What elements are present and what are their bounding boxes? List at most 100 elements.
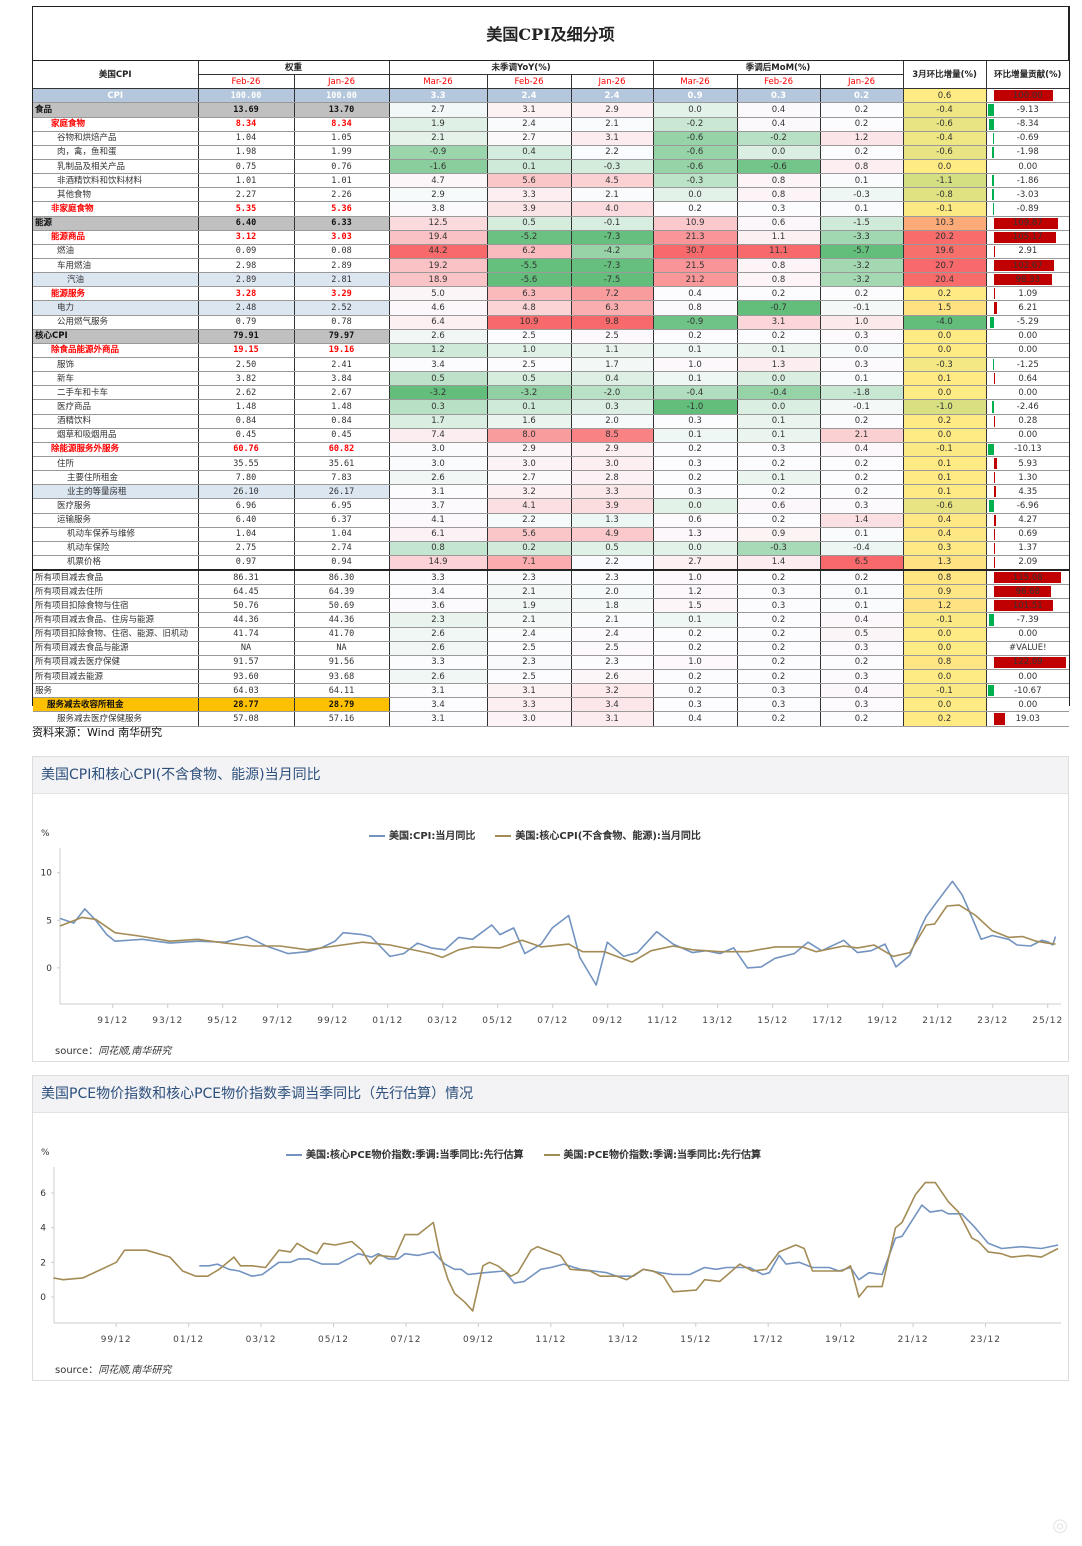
legend-swatch-icon [286,1154,302,1156]
mom-cell: 0.4 [819,683,904,699]
row-label: 能源服务 [33,286,198,302]
contrib-cell: -7.39 [985,612,1070,628]
contrib-cell: 0.00 [985,343,1070,358]
yoy-cell: 2.3 [486,655,572,671]
table-row: 新车 3.82 3.84 0.5 0.5 0.4 0.1 0.0 0.1 0.1 0.64 [33,371,1070,387]
row-label: 机票价格 [33,555,198,571]
weight-cell: 2.81 [293,272,390,288]
yoy-cell: 2.0 [570,414,654,429]
change-cell: -0.1 [902,201,987,217]
mom-cell: 0.1 [652,343,738,358]
mom-cell: 0.1 [736,343,821,358]
table-row: 乳制品及相关产品 0.75 0.76 -1.6 0.1 -0.3 -0.6 -0.6 0.8 0.… [33,159,1070,175]
contrib-value: 0.00 [1018,387,1038,398]
legend-label: 美国:CPI:当月同比 [389,831,476,842]
yoy-cell: -0.1 [570,216,654,231]
yoy-cell: 3.1 [570,131,654,146]
yoy-cell: -7.3 [570,258,654,274]
weight-cell: 0.45 [293,428,390,443]
mom-cell: -0.6 [652,145,738,160]
contrib-cell: -1.25 [985,357,1070,373]
yoy-cell: 0.5 [570,541,654,556]
table-row: 所有项目减去住所 64.45 64.39 3.4 2.1 2.0 1.2 0.3 0.1 0.9 9… [33,584,1070,600]
change-cell: 0.1 [902,456,987,472]
weight-cell: 57.08 [197,711,294,727]
yoy-cell: -1.6 [388,159,488,175]
table-row: 所有项目减去食品与能源 NA NA 2.6 2.5 2.5 0.2 0.2 0.3 0.0 #VAL… [33,641,1070,656]
yoy-cell: 1.8 [570,598,654,614]
mom-cell: 0.2 [819,456,904,472]
yoy-cell: 2.3 [570,569,654,586]
yoy-cell: 0.8 [388,541,488,556]
yoy-cell: 5.6 [486,527,572,542]
row-label: 燃油 [33,244,198,259]
weight-cell: 93.60 [197,669,294,685]
yoy-cell: 0.1 [486,159,572,175]
mom-cell: 0.2 [736,655,821,671]
row-label: 所有项目扣除食物、住宿、能源、旧机动 [33,627,198,642]
yoy-cell: 3.7 [388,498,488,514]
yoy-cell: 3.4 [388,584,488,600]
positive-data-bar [993,259,1055,272]
legend-item[interactable]: 美国:核心PCE物价指数:季调:当季同比:先行估算 [286,1150,524,1161]
contrib-cell: 0.00 [985,627,1070,642]
yoy-cell: 2.9 [570,442,654,457]
legend-item[interactable]: 美国:核心CPI(不含食物、能源):当月同比 [495,831,701,842]
row-label: 其他食物 [33,187,198,203]
yoy-cell: 2.7 [388,102,488,118]
yoy-cell: 1.9 [486,598,572,614]
yoy-cell: 2.8 [570,470,654,486]
mom-cell: 0.2 [736,329,821,344]
mom-cell: 0.0 [736,145,821,160]
mom-cell: -0.4 [652,385,738,401]
watermark-logo: ◎ [1052,1515,1068,1536]
yoy-cell: 4.9 [570,527,654,542]
weight-cell: 2.26 [293,187,390,203]
mom-cell: 0.1 [736,470,821,486]
row-label: 所有项目减去医疗保健 [33,655,198,671]
mom-cell: 0.4 [819,442,904,457]
weight-cell: 2.75 [197,541,294,556]
mom-cell: 0.6 [736,498,821,514]
yoy-cell: 4.1 [486,498,572,514]
change-cell: 0.0 [902,697,987,713]
table-row: 服务减去医疗保健服务 57.08 57.16 3.1 3.0 3.1 0.4 0.2 0.2 0.… [33,711,1070,727]
x-tick-label: 93/12 [152,1016,183,1026]
yoy-cell: 3.3 [570,484,654,500]
positive-data-bar [993,274,1052,286]
y-unit-label: % [41,1148,50,1158]
contrib-cell: -0.89 [985,201,1070,217]
mom-cell: 0.0 [652,541,738,556]
contrib-cell: 105.17 [985,230,1070,245]
yoy-cell: 9.8 [570,315,654,330]
row-label: 酒精饮料 [33,414,198,429]
legend-label: 美国:PCE物价指数:季调:当季同比:先行估算 [563,1150,762,1161]
yoy-cell: 4.7 [388,173,488,189]
weight-cell: 2.41 [293,357,390,373]
yoy-cell: 1.7 [388,414,488,429]
contrib-value: 19.03 [1015,714,1040,725]
yoy-cell: -3.2 [486,385,572,401]
mom-cell: 0.2 [652,201,738,217]
mom-cell: 0.2 [652,669,738,685]
weight-cell: 2.50 [197,357,294,373]
contrib-cell: 2.91 [985,244,1070,259]
mom-cell: 1.0 [652,569,738,586]
yoy-cell: 2.5 [486,669,572,685]
legend-item[interactable]: 美国:CPI:当月同比 [369,831,475,842]
weight-cell: 35.55 [197,456,294,472]
yoy-cell: 4.8 [486,300,572,316]
legend-item[interactable]: 美国:PCE物价指数:季调:当季同比:先行估算 [543,1150,762,1161]
change-cell: 0.4 [902,527,987,542]
yoy-cell: 14.9 [388,555,488,571]
weight-cell: 79.97 [293,329,390,344]
contrib-value: 0.28 [1018,416,1038,427]
x-tick-label: 97/12 [262,1016,293,1026]
change-cell: -0.1 [902,442,987,457]
contrib-cell: 6.21 [985,300,1070,316]
pce-chart-panel: 美国PCE物价指数和核心PCE物价指数季调当季同比（先行估算）情况 % 0 2 4 6 9… [32,1075,1069,1381]
contrib-value: -9.13 [1016,104,1039,115]
weight-cell: 0.84 [197,414,294,429]
table-row: 所有项目扣除食物与住宿 50.76 50.69 3.6 1.9 1.8 1.5 0.3 0.1 1… [33,598,1070,614]
weight-cell: 0.76 [293,159,390,175]
